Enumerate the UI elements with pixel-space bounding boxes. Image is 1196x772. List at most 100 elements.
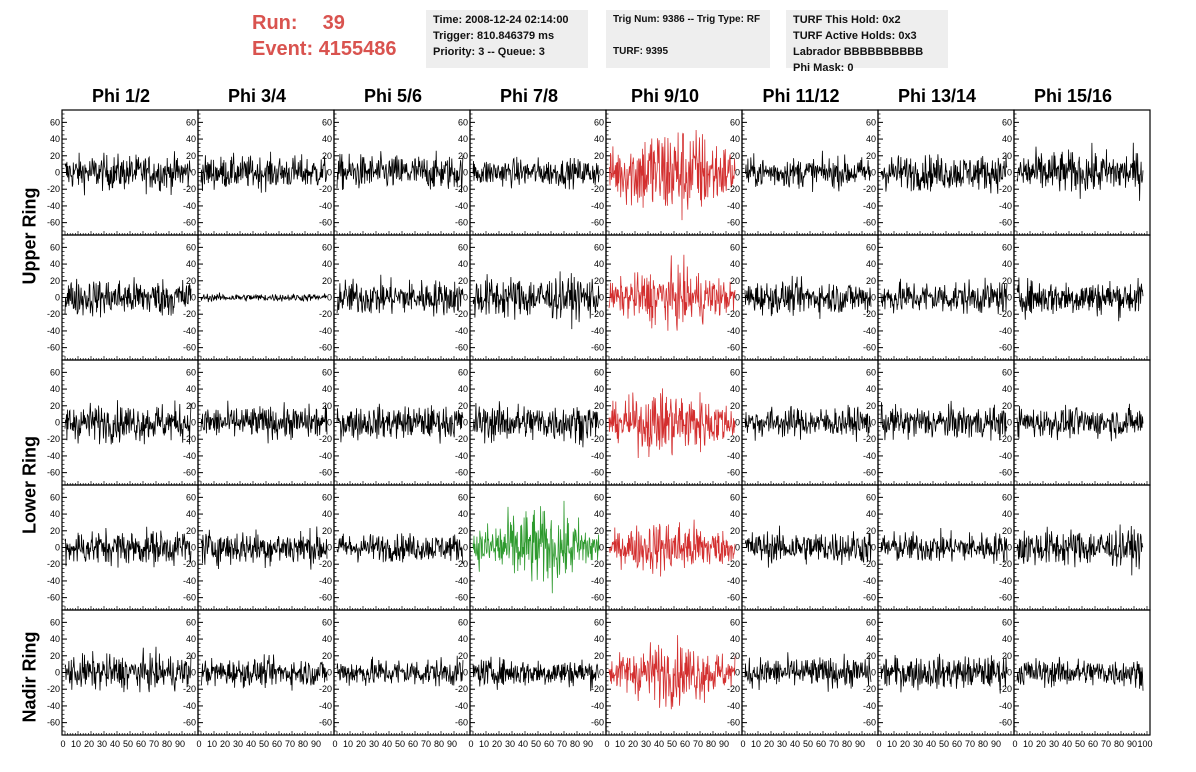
waveform-trace [64, 400, 192, 445]
waveform-trace [64, 646, 192, 693]
y-tick-label: -40 [591, 576, 604, 586]
y-tick-label: 20 [594, 526, 604, 536]
y-tick-label: -40 [591, 701, 604, 711]
y-tick-label: -60 [999, 218, 1012, 228]
x-tick-label: 30 [1049, 739, 1059, 749]
y-tick-label: -20 [319, 684, 332, 694]
y-tick-label: -40 [319, 451, 332, 461]
waveform-trace [744, 275, 872, 319]
y-tick-label: 40 [730, 634, 740, 644]
y-tick-label: 0 [1007, 668, 1012, 678]
x-tick-label: 60 [272, 739, 282, 749]
x-tick-label: 90 [855, 739, 865, 749]
y-tick-label: 20 [458, 276, 468, 286]
x-tick-label: 30 [233, 739, 243, 749]
y-tick-label: -20 [47, 434, 60, 444]
column-header-phi-5-6: Phi 5/6 [363, 86, 423, 106]
y-tick-label: 60 [594, 367, 604, 377]
y-tick-label: 0 [463, 668, 468, 678]
x-tick-label: 70 [285, 739, 295, 749]
phi-mask-line: Phi Mask: 0 [793, 62, 854, 74]
y-tick-label: -60 [999, 718, 1012, 728]
y-tick-label: 60 [730, 617, 740, 627]
y-tick-label: -40 [999, 326, 1012, 336]
waveform-trace [64, 151, 192, 196]
x-tick-label: 40 [1062, 739, 1072, 749]
y-tick-label: 60 [730, 492, 740, 502]
y-tick-label: -20 [727, 434, 740, 444]
trigger-line: Trigger: 810.846379 ms [433, 30, 555, 42]
x-tick-label: 60 [544, 739, 554, 749]
y-tick-label: -40 [727, 201, 740, 211]
waveform-trace [608, 129, 736, 221]
x-tick-label: 60 [136, 739, 146, 749]
turf-active-line: TURF Active Holds: 0x3 [793, 30, 917, 42]
panel-frame [469, 234, 607, 361]
y-tick-label: 20 [50, 276, 60, 286]
y-tick-label: 60 [458, 367, 468, 377]
event-row: Event: 4155486 [252, 36, 397, 62]
y-tick-label: -40 [183, 576, 196, 586]
y-tick-label: -40 [455, 701, 468, 711]
y-tick-label: -20 [999, 184, 1012, 194]
y-tick-label: -40 [183, 451, 196, 461]
x-tick-label: 100 [1137, 739, 1152, 749]
y-tick-label: 60 [186, 617, 196, 627]
y-tick-label: 60 [1002, 367, 1012, 377]
y-tick-label: -40 [47, 326, 60, 336]
y-tick-label: 40 [458, 259, 468, 269]
y-tick-label: 0 [191, 293, 196, 303]
y-tick-label: 40 [50, 134, 60, 144]
y-tick-label: 0 [735, 543, 740, 553]
x-tick-label: 10 [615, 739, 625, 749]
x-tick-label: 30 [97, 739, 107, 749]
waveform-trace [744, 150, 872, 193]
y-tick-label: 60 [186, 367, 196, 377]
waveform-trace [744, 404, 872, 442]
x-tick-label: 0 [60, 739, 65, 749]
y-tick-label: -20 [319, 559, 332, 569]
y-tick-label: -20 [591, 684, 604, 694]
x-tick-label: 20 [1036, 739, 1046, 749]
y-tick-label: 0 [463, 168, 468, 178]
event-value: 4155486 [318, 38, 397, 60]
y-tick-label: -20 [183, 184, 196, 194]
y-tick-label: 60 [594, 117, 604, 127]
y-tick-label: -20 [591, 184, 604, 194]
y-tick-label: -60 [183, 218, 196, 228]
y-tick-label: -40 [727, 576, 740, 586]
y-tick-label: 20 [1002, 651, 1012, 661]
x-tick-label: 10 [751, 739, 761, 749]
y-tick-label: 20 [866, 651, 876, 661]
waveform-trace [880, 527, 1008, 564]
y-tick-label: -40 [863, 326, 876, 336]
x-tick-label: 30 [913, 739, 923, 749]
y-tick-label: -60 [591, 718, 604, 728]
y-tick-label: 40 [866, 384, 876, 394]
x-tick-label: 40 [518, 739, 528, 749]
y-tick-label: 20 [730, 401, 740, 411]
run-event-box: Run: 39 Event: 4155486 [252, 10, 397, 62]
y-tick-label: 40 [594, 134, 604, 144]
x-tick-label: 30 [777, 739, 787, 749]
x-tick-label: 90 [311, 739, 321, 749]
y-tick-label: -40 [727, 451, 740, 461]
y-tick-label: -60 [47, 468, 60, 478]
x-tick-label: 80 [706, 739, 716, 749]
y-tick-label: -20 [47, 684, 60, 694]
y-tick-label: 0 [871, 418, 876, 428]
x-tick-label: 60 [816, 739, 826, 749]
y-tick-label: 20 [186, 151, 196, 161]
x-tick-label: 50 [803, 739, 813, 749]
x-tick-label: 10 [887, 739, 897, 749]
y-tick-label: 60 [866, 617, 876, 627]
waveform-trace [608, 635, 736, 710]
y-tick-label: 0 [327, 668, 332, 678]
x-tick-label: 20 [84, 739, 94, 749]
waveform-trace [880, 400, 1008, 441]
y-tick-label: -20 [183, 559, 196, 569]
y-tick-label: 20 [594, 276, 604, 286]
y-tick-label: 60 [322, 117, 332, 127]
turf-info-box: TURF This Hold: 0x2 TURF Active Holds: 0… [786, 10, 948, 74]
panel-frame [741, 359, 879, 486]
